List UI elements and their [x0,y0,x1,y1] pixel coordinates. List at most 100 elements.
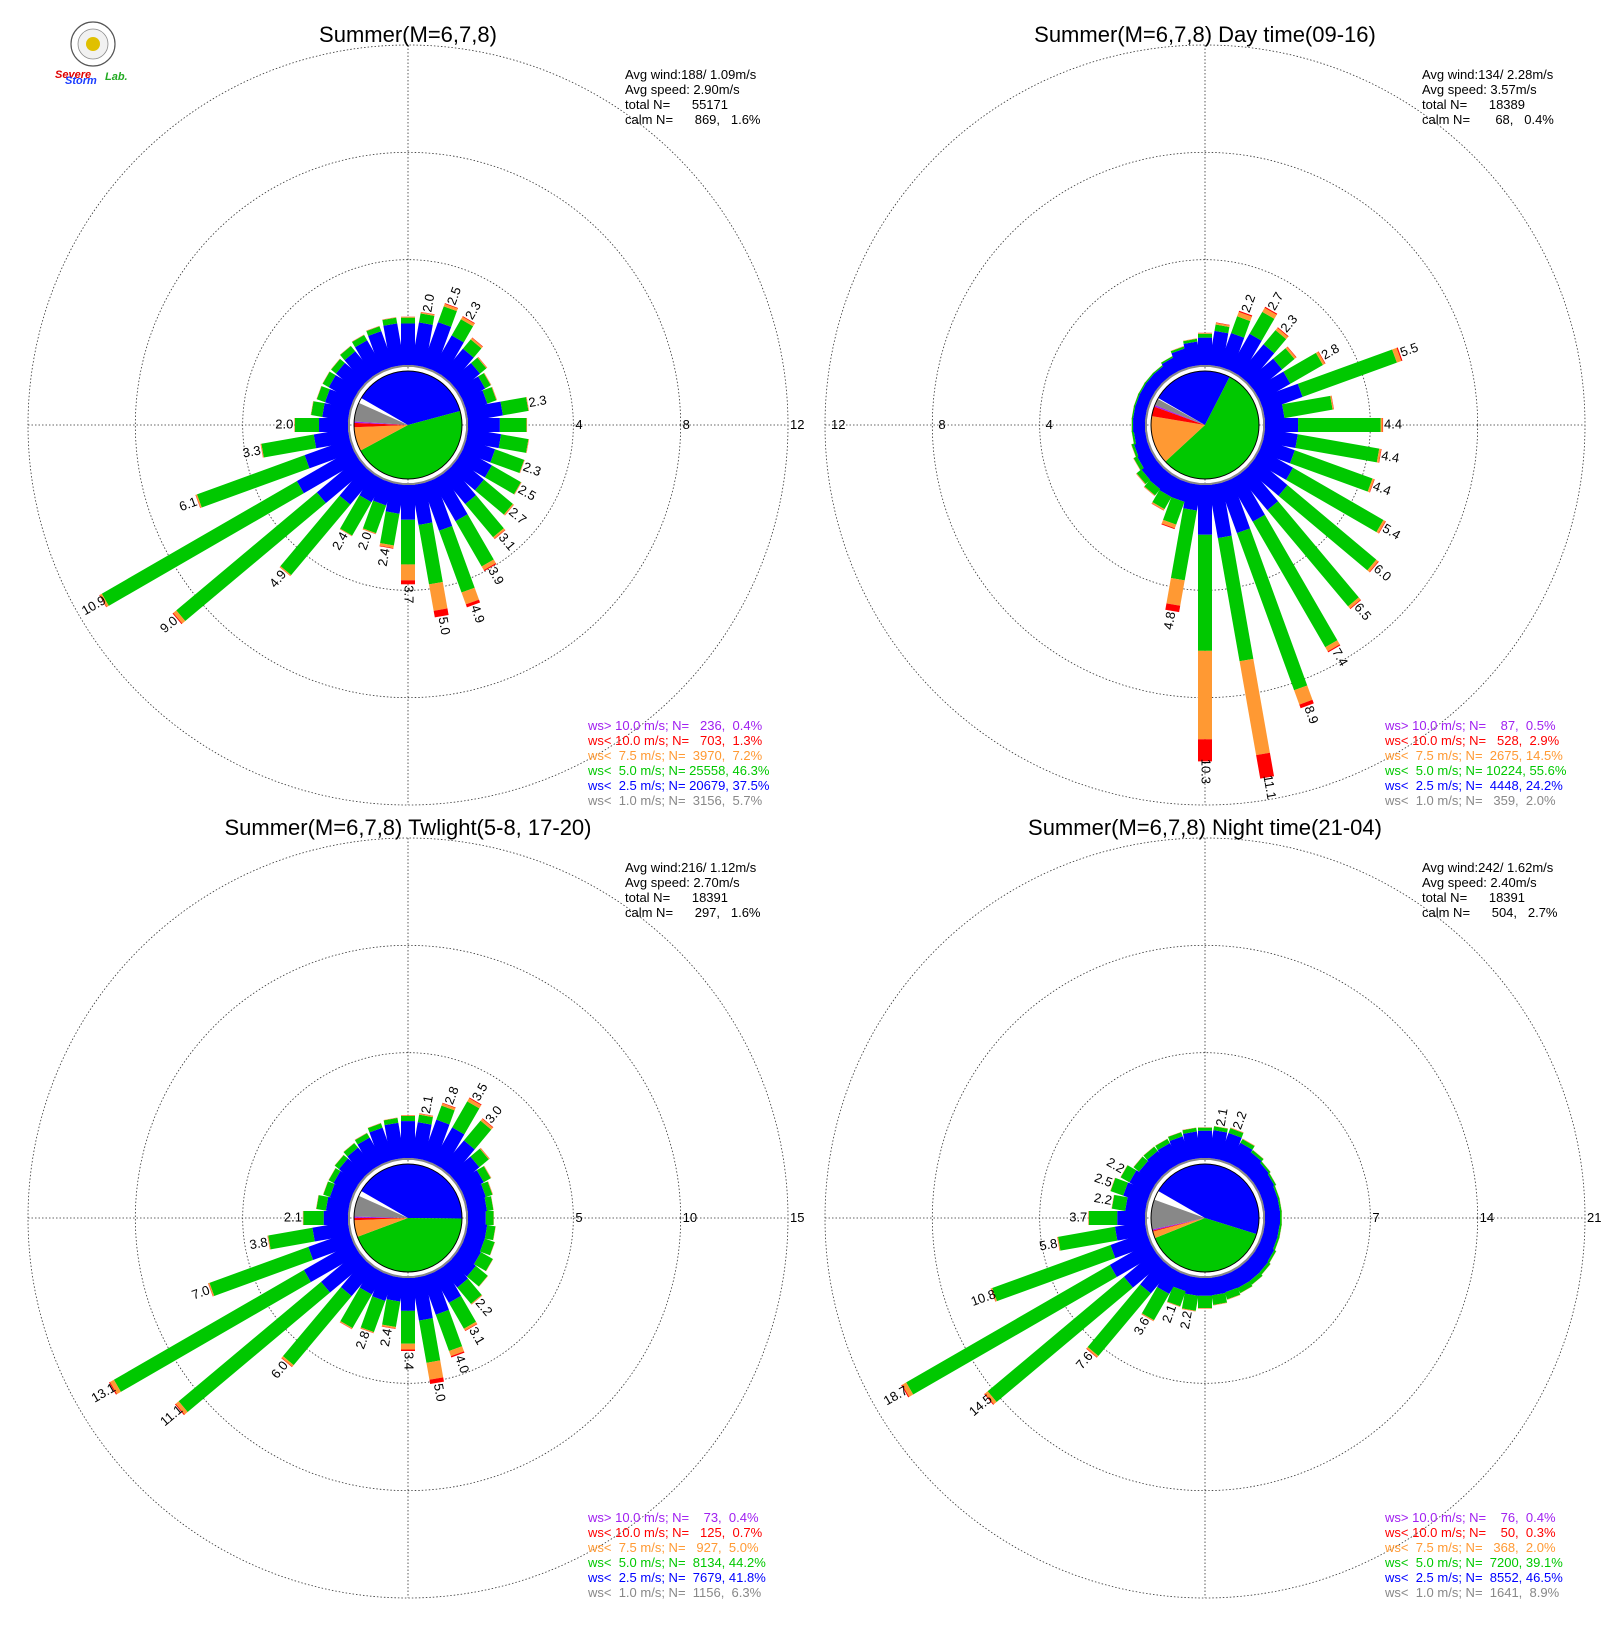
bar-segment [465,599,481,608]
bar-segment [178,1281,331,1413]
bar-segment [478,356,488,368]
stat-line: total N= 18391 [625,890,728,905]
bar-segment [476,1166,491,1183]
bar-segment [195,494,201,509]
bar-segment [1120,1165,1128,1178]
direction-bar [439,1257,483,1305]
bar-segment [433,608,449,618]
bar-segment [208,1283,214,1297]
bar-segment [1230,1127,1244,1133]
bar-segment [1214,1125,1228,1129]
bar-segment [260,443,264,458]
wind-rose-panel: 7 14 212.12.22.22.13.67.614.518.710.85.83.… [824,815,1601,1600]
bar-segment [1242,1138,1255,1146]
bar-segment [1230,1127,1244,1133]
bar-segment [504,504,514,516]
bar-segment [362,528,377,535]
bar-segment [351,334,364,342]
bar-segment [483,1165,492,1179]
bar-segment [1392,347,1402,363]
bar-segment [1181,1308,1196,1312]
direction-bar [208,1231,356,1297]
bar-segment [1267,1172,1277,1186]
bar-segment [411,322,433,368]
bar-segment [519,459,525,474]
bar-segment [109,1379,121,1395]
bar-segment [322,371,330,384]
direction-bar [447,1249,489,1287]
bar-segment [355,340,385,377]
direction-bar [460,438,525,474]
bar-label: 2.1 [1213,1107,1231,1127]
bar-segment [1161,519,1177,529]
bar-segment [1299,699,1314,709]
bar-segment [1267,1249,1277,1264]
stat-line: Avg wind:242/ 1.62m/s [1422,860,1554,875]
bar-segment [1380,418,1383,432]
bar-label: 4.8 [1160,610,1178,630]
wind-rose-panels: 4 8 122.0 2.52.32.32.32.52.73.13.94.95.03.7… [27,22,1601,1600]
ring-label: 8 [683,417,690,432]
bar-segment [421,322,452,372]
bar-segment [455,514,494,567]
bar-segment [1253,1173,1275,1195]
bar-segment [1258,383,1303,412]
bar-segment [1131,430,1137,445]
bar-segment [1117,1211,1146,1225]
bar-segment [379,545,394,549]
bar-segment [1187,1157,1202,1163]
bar-segment [1183,338,1197,341]
bar-segment [1136,469,1151,484]
bar-label: 2.2 [1238,292,1258,314]
bar-segment [1282,395,1333,419]
bar-segment [493,528,506,539]
bar-segment [1228,1128,1244,1138]
bar-label: 2.2 [1177,1310,1195,1330]
bar-segment [328,1167,336,1181]
bar-segment [113,1270,311,1392]
bar-segment [339,345,351,356]
bar-segment [109,1381,117,1395]
bar-segment [1238,344,1275,384]
bar-segment [330,358,340,370]
bar-segment [390,1157,405,1163]
bar-segment [1238,466,1279,511]
bar-segment [1114,1221,1148,1241]
bar-segment [1155,1138,1170,1151]
direction-bar [463,1196,494,1215]
bar-segment [1259,1261,1271,1275]
bar-segment [499,418,527,432]
bar-segment [1198,650,1212,740]
bar-segment [1087,1284,1151,1356]
bar-segment [470,1148,489,1168]
pie-slice [1154,405,1205,425]
direction-bar [195,438,356,509]
pie-slice [354,1195,408,1218]
bar-segment [1240,1139,1255,1150]
bar-segment [401,1278,415,1311]
bar-segment [487,1181,493,1195]
bar-segment [1331,395,1335,410]
direction-bar [430,1264,478,1332]
bar-segment [1133,393,1139,407]
bar-segment [481,1181,493,1198]
pie-slice [1152,1218,1205,1239]
bar-segment [383,1117,398,1121]
bar-segment [486,1259,494,1272]
bar-segment [1182,1127,1197,1130]
bar-segment [478,373,491,389]
bar-segment [1261,1161,1271,1173]
bar-segment [1227,1294,1241,1300]
bar-segment [456,1241,482,1265]
bar-segment [175,1403,185,1416]
bar-label: 5.5 [1398,339,1420,359]
bar-segment [401,317,415,324]
bar-segment [1123,1251,1164,1288]
direction-bar [1198,483,1212,762]
bar-segment [469,1097,482,1106]
direction-bar [1218,477,1314,709]
bar-segment [1144,372,1155,385]
bar-segment [465,401,503,422]
bar-segment [328,1168,336,1181]
